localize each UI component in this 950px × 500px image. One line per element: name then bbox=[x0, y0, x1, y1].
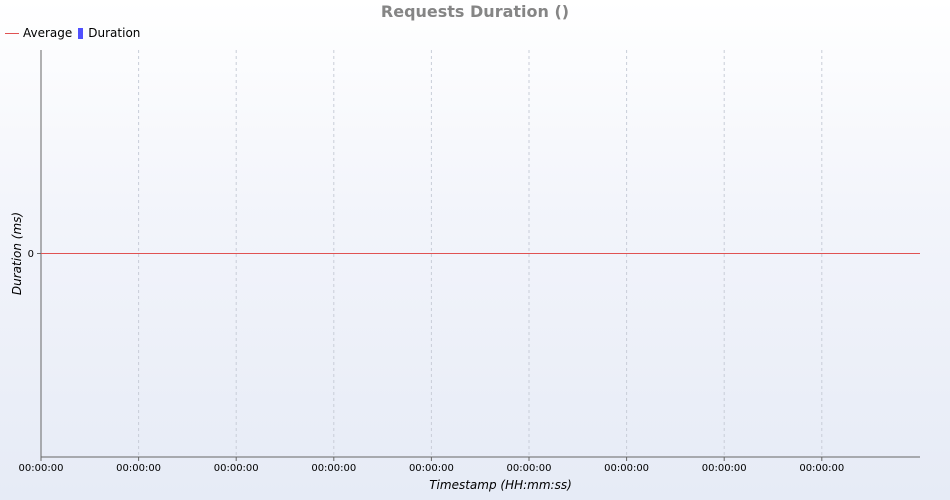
legend-duration-bar-swatch bbox=[78, 27, 84, 39]
legend-average-label: Average bbox=[23, 26, 73, 40]
y-axis-title: Duration (ms) bbox=[10, 212, 24, 295]
legend-average-line-swatch bbox=[5, 32, 19, 34]
x-tick-label: 00:00:00 bbox=[604, 463, 649, 474]
legend: Average Duration bbox=[5, 26, 146, 40]
legend-item-duration: Duration bbox=[78, 26, 140, 40]
x-tick-label: 00:00:00 bbox=[19, 463, 64, 474]
legend-duration-label: Duration bbox=[88, 26, 141, 40]
x-tick-label: 00:00:00 bbox=[311, 463, 356, 474]
x-tick-label: 00:00:00 bbox=[116, 463, 161, 474]
x-tick-label: 00:00:00 bbox=[409, 463, 454, 474]
chart-title: Requests Duration () bbox=[380, 2, 570, 21]
legend-item-average: Average bbox=[5, 26, 72, 40]
x-tick-label: 00:00:00 bbox=[507, 463, 552, 474]
x-tick-label: 00:00:00 bbox=[799, 463, 844, 474]
x-tick-label: 00:00:00 bbox=[214, 463, 259, 474]
x-tick-label: 00:00:00 bbox=[702, 463, 747, 474]
x-axis-title: Timestamp (HH:mm:ss) bbox=[429, 478, 572, 492]
y-tick-label: 0 bbox=[28, 249, 34, 260]
